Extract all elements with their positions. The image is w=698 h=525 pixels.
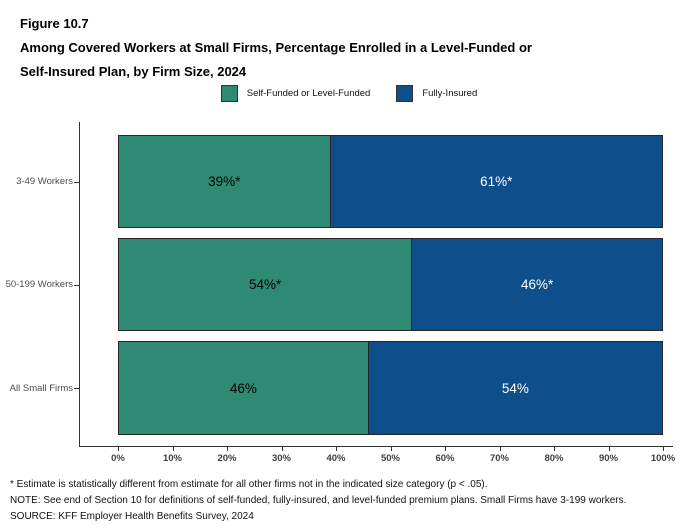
- bar-segment-self-funded: 54%*: [118, 238, 413, 331]
- x-axis-tick-label: 70%: [489, 453, 509, 464]
- y-axis-line: [79, 122, 80, 446]
- x-axis-tick-label: 10%: [162, 453, 182, 464]
- x-axis-tick: [281, 446, 283, 451]
- stacked-bar-chart: 3-49 Workers 39%* 61%* 50-199 Workers 54%* 46…: [0, 112, 698, 474]
- x-axis-tick-label: 20%: [217, 453, 237, 464]
- x-axis-tick: [663, 446, 664, 451]
- x-axis-tick: [554, 446, 555, 451]
- legend-item-label: Fully-Insured: [422, 87, 478, 99]
- footnotes: * Estimate is statistically different fr…: [10, 477, 626, 525]
- x-axis-tick: [118, 446, 119, 451]
- x-axis-tick: [336, 446, 337, 451]
- legend-swatch-icon: [220, 84, 238, 102]
- bar-value-label: 39%*: [208, 174, 241, 189]
- x-axis-tick-label: 0%: [111, 453, 125, 464]
- x-axis-tick-label: 30%: [271, 453, 291, 464]
- x-axis-tick-label: 60%: [435, 453, 455, 464]
- bar-segment-fully-insured: 46%*: [411, 238, 663, 331]
- y-axis-tick: [74, 388, 79, 389]
- footnote-significance: * Estimate is statistically different fr…: [10, 479, 488, 490]
- y-axis-tick: [74, 284, 79, 286]
- bar-segment-self-funded: 46%: [118, 341, 369, 435]
- figure-header: Figure 10.7 Among Covered Workers at Sma…: [20, 12, 532, 84]
- y-axis-category-label: 50-199 Workers: [5, 279, 73, 290]
- bar-segment-fully-insured: 54%: [367, 341, 663, 435]
- figure-title-line2: Self-Insured Plan, by Firm Size, 2024: [20, 64, 247, 79]
- bar-row: 46% 54%: [118, 341, 663, 435]
- bar-segment-fully-insured: 61%*: [329, 135, 663, 228]
- x-axis-tick-label: 100%: [650, 453, 676, 464]
- x-axis-tick-label: 50%: [380, 453, 400, 464]
- bar-value-label: 46%*: [521, 277, 554, 292]
- x-axis-tick-label: 90%: [598, 453, 618, 464]
- bar-value-label: 54%*: [249, 277, 282, 292]
- bar-value-label: 54%: [501, 380, 529, 396]
- figure-number: Figure 10.7: [20, 16, 89, 31]
- x-axis-tick-label: 40%: [326, 453, 346, 464]
- figure-title-line1: Among Covered Workers at Small Firms, Pe…: [20, 40, 532, 55]
- footnote-source: SOURCE: KFF Employer Health Benefits Sur…: [10, 511, 254, 522]
- y-axis-category-label: 3-49 Workers: [16, 176, 73, 187]
- legend-swatch-icon: [396, 84, 414, 102]
- bar-value-label: 46%: [229, 380, 257, 396]
- legend: Self-Funded or Level-Funded Fully-Insured: [0, 82, 698, 104]
- bar-row: 54%* 46%*: [118, 238, 663, 331]
- bar-segment-self-funded: 39%*: [118, 135, 331, 228]
- legend-item: Self-Funded or Level-Funded: [220, 84, 371, 102]
- y-axis-category-label: All Small Firms: [9, 382, 73, 394]
- x-axis-tick: [445, 446, 446, 451]
- legend-item: Fully-Insured: [396, 84, 478, 102]
- x-axis-line: [79, 446, 673, 447]
- bar-row: 39%* 61%*: [118, 135, 663, 228]
- x-axis-tick-label: 80%: [544, 453, 564, 464]
- legend-item-label: Self-Funded or Level-Funded: [246, 87, 371, 99]
- x-axis-tick: [390, 446, 392, 451]
- y-axis-tick: [74, 181, 79, 183]
- bar-value-label: 61%*: [480, 174, 513, 189]
- x-axis-tick: [608, 446, 610, 451]
- x-axis-tick: [499, 446, 501, 451]
- x-axis-tick: [172, 446, 174, 451]
- footnote-note: NOTE: See end of Section 10 for definiti…: [10, 495, 627, 506]
- x-axis-tick: [227, 446, 228, 451]
